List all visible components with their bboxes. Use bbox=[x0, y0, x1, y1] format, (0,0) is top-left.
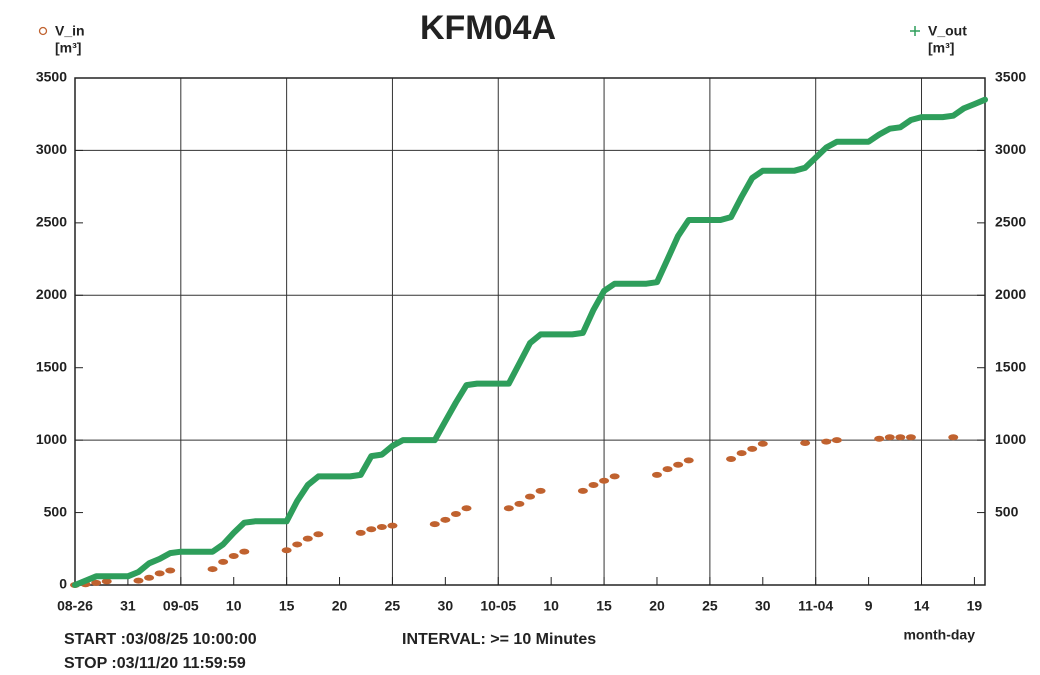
legend-label: V_out bbox=[928, 23, 967, 39]
data-point bbox=[91, 579, 102, 586]
y2-tick-label: 3500 bbox=[995, 69, 1026, 85]
data-line bbox=[72, 96, 988, 588]
legend-marker bbox=[910, 26, 920, 36]
y-tick-label: 3000 bbox=[36, 141, 67, 157]
x-tick-label: 19 bbox=[967, 598, 983, 614]
data-point bbox=[302, 535, 313, 542]
data-point bbox=[387, 522, 398, 529]
data-point bbox=[292, 541, 303, 548]
data-point bbox=[821, 438, 832, 445]
x-tick-label: 15 bbox=[279, 598, 295, 614]
y-tick-label: 500 bbox=[44, 503, 68, 519]
x-axis-label: month-day bbox=[903, 627, 975, 643]
data-point bbox=[133, 577, 144, 584]
data-point bbox=[144, 574, 155, 581]
x-tick-label: 10 bbox=[226, 598, 242, 614]
x-tick-label: 14 bbox=[914, 598, 930, 614]
x-tick-label: 15 bbox=[596, 598, 612, 614]
data-point bbox=[599, 477, 610, 484]
y2-tick-label: 3000 bbox=[995, 141, 1026, 157]
data-point bbox=[884, 434, 895, 441]
data-point bbox=[662, 466, 673, 473]
y-tick-label: 1000 bbox=[36, 431, 67, 447]
x-tick-label: 08-26 bbox=[57, 598, 93, 614]
data-point bbox=[609, 473, 620, 480]
data-point bbox=[503, 505, 514, 512]
data-point bbox=[450, 511, 461, 518]
y2-tick-label: 2000 bbox=[995, 286, 1026, 302]
chart-title: KFM04A bbox=[420, 9, 556, 47]
data-point bbox=[726, 455, 737, 462]
y2-tick-label: 500 bbox=[995, 503, 1019, 519]
y2-tick-label: 1000 bbox=[995, 431, 1026, 447]
x-tick-label: 25 bbox=[385, 598, 401, 614]
data-point bbox=[831, 437, 842, 444]
x-tick-label: 31 bbox=[120, 598, 136, 614]
start-text: START :03/08/25 10:00:00 bbox=[64, 631, 257, 648]
data-point bbox=[651, 471, 662, 478]
data-point bbox=[535, 487, 546, 494]
data-point bbox=[874, 435, 885, 442]
y-axis-label: [m³] bbox=[55, 40, 81, 56]
data-point bbox=[800, 440, 811, 447]
data-point bbox=[588, 482, 599, 489]
data-point bbox=[281, 547, 292, 554]
x-tick-label: 20 bbox=[649, 598, 665, 614]
data-point bbox=[757, 440, 768, 447]
data-point bbox=[355, 529, 366, 536]
interval-text: INTERVAL: >= 10 Minutes bbox=[402, 631, 596, 648]
data-point bbox=[514, 500, 525, 507]
x-tick-label: 10 bbox=[543, 598, 559, 614]
y-tick-label: 1500 bbox=[36, 358, 67, 374]
y2-tick-label: 1500 bbox=[995, 358, 1026, 374]
y2-tick-label: 2500 bbox=[995, 214, 1026, 230]
data-point bbox=[673, 461, 684, 468]
data-point bbox=[207, 566, 218, 573]
y-tick-label: 0 bbox=[59, 576, 67, 592]
data-point bbox=[376, 524, 387, 531]
data-point bbox=[429, 521, 440, 528]
data-point bbox=[683, 457, 694, 464]
data-point bbox=[165, 567, 176, 574]
x-tick-label: 09-05 bbox=[163, 598, 199, 614]
data-point bbox=[239, 548, 250, 555]
y2-axis-label: [m³] bbox=[928, 40, 954, 56]
x-tick-label: 30 bbox=[438, 598, 454, 614]
data-point bbox=[366, 526, 377, 533]
data-point bbox=[736, 450, 747, 457]
data-point bbox=[228, 553, 239, 560]
y-tick-label: 3500 bbox=[36, 69, 67, 85]
y-tick-label: 2500 bbox=[36, 214, 67, 230]
x-tick-label: 30 bbox=[755, 598, 771, 614]
legend-marker bbox=[38, 26, 48, 36]
x-tick-label: 20 bbox=[332, 598, 348, 614]
legend-label: V_in bbox=[55, 23, 85, 39]
data-point bbox=[101, 578, 112, 585]
data-point bbox=[905, 434, 916, 441]
stop-text: STOP :03/11/20 11:59:59 bbox=[64, 655, 246, 672]
data-point bbox=[948, 434, 959, 441]
data-point bbox=[218, 558, 229, 565]
y-tick-label: 2000 bbox=[36, 286, 67, 302]
data-point bbox=[747, 445, 758, 452]
data-point bbox=[440, 516, 451, 523]
plot-frame bbox=[74, 77, 986, 586]
data-point bbox=[525, 493, 535, 500]
x-tick-label: 9 bbox=[865, 598, 873, 614]
data-point bbox=[895, 434, 906, 441]
data-point bbox=[577, 487, 588, 494]
data-point bbox=[154, 570, 165, 577]
data-point bbox=[461, 505, 472, 512]
x-tick-label: 11-04 bbox=[798, 598, 833, 614]
data-point bbox=[313, 531, 324, 538]
x-tick-label: 10-05 bbox=[480, 598, 516, 614]
x-tick-label: 25 bbox=[702, 598, 718, 614]
